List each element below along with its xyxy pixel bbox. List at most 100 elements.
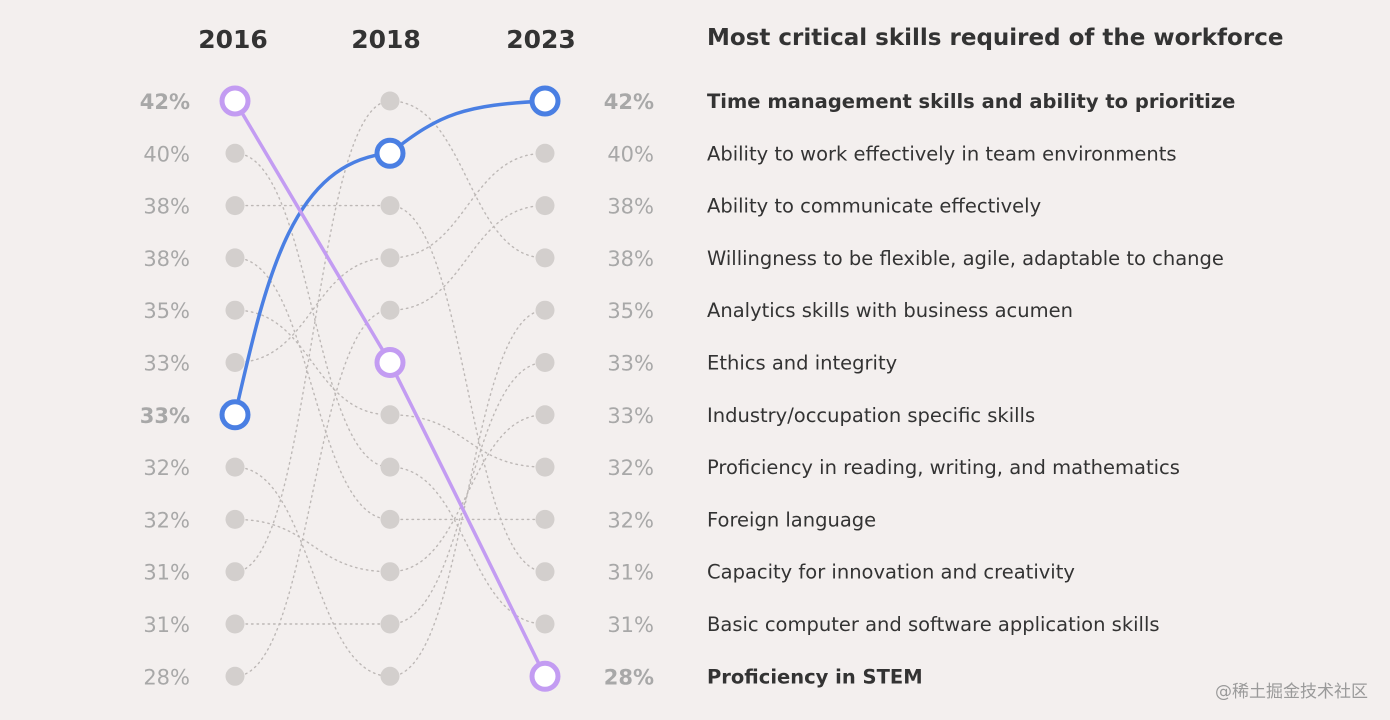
skill-label-10: Capacity for innovation and creativity xyxy=(707,561,1075,584)
skill-label-1: Time management skills and ability to pr… xyxy=(707,90,1235,113)
value-2016-rank-4: 38% xyxy=(143,247,190,271)
value-2023-rank-10: 31% xyxy=(607,561,654,585)
watermark: @稀土掘金技术社区 xyxy=(1215,682,1368,702)
value-2016-rank-11: 31% xyxy=(143,613,190,637)
dot-2018-rank-8 xyxy=(380,457,400,477)
dot-2018-rank-4 xyxy=(380,248,400,268)
dot-2016-rank-2 xyxy=(225,143,245,163)
dot-2023-rank-2 xyxy=(535,143,555,163)
value-2016-rank-12: 28% xyxy=(143,665,190,689)
dot-2016-rank-12 xyxy=(225,666,245,686)
value-2023-rank-3: 38% xyxy=(607,195,654,219)
highlight-dots xyxy=(219,85,561,692)
value-2023-rank-6: 33% xyxy=(607,352,654,376)
year-headers: 2016 2018 2023 xyxy=(198,25,576,54)
dot-2016-rank-5 xyxy=(225,300,245,320)
dot-2018-rank-3 xyxy=(380,196,400,216)
connector-skill-11-seg-2 xyxy=(389,466,546,625)
highlight-blue-dot-2016 xyxy=(219,399,251,431)
highlight-blue-dot-2018 xyxy=(374,137,406,169)
highlight-purple-seg-2 xyxy=(388,360,547,679)
dot-2018-rank-1 xyxy=(380,91,400,111)
connector-skill-3-seg-2 xyxy=(389,204,546,311)
highlight-connectors xyxy=(233,99,547,679)
skill-label-3: Ability to communicate effectively xyxy=(707,195,1041,218)
value-2023-rank-7: 33% xyxy=(607,404,654,428)
dot-2018-rank-5 xyxy=(380,300,400,320)
dot-2023-rank-7 xyxy=(535,405,555,425)
dot-2018-rank-7 xyxy=(380,405,400,425)
skill-label-5: Analytics skills with business acumen xyxy=(707,299,1073,322)
dot-2023-rank-3 xyxy=(535,196,555,216)
connector-skill-10-seg-2 xyxy=(389,204,546,573)
dot-2018-rank-11 xyxy=(380,614,400,634)
background-connectors xyxy=(234,100,546,677)
value-2023-rank-8: 32% xyxy=(607,456,654,480)
dot-2016-rank-9 xyxy=(225,509,245,529)
highlight-blue-seg-2 xyxy=(388,99,547,156)
skill-label-6: Ethics and integrity xyxy=(707,352,897,375)
skill-labels: Time management skills and ability to pr… xyxy=(707,90,1235,688)
dot-2023-rank-10 xyxy=(535,562,555,582)
dot-2016-rank-3 xyxy=(225,196,245,216)
connector-skill-3-seg-1 xyxy=(234,309,391,677)
connector-skill-7-seg-1 xyxy=(234,518,391,573)
dot-2023-rank-6 xyxy=(535,353,555,372)
skill-label-11: Basic computer and software application … xyxy=(707,613,1160,636)
connector-skill-7-seg-2 xyxy=(389,414,546,573)
dot-2016-rank-10 xyxy=(225,562,245,582)
connector-skill-11-seg-1 xyxy=(234,152,391,468)
value-2023-rank-12: 28% xyxy=(604,665,654,689)
highlight-purple-dot-2016 xyxy=(219,85,251,117)
value-2023-rank-1: 42% xyxy=(604,90,654,114)
chart-title: Most critical skills required of the wor… xyxy=(707,25,1283,51)
skill-label-2: Ability to work effectively in team envi… xyxy=(707,142,1177,165)
value-2023-rank-5: 35% xyxy=(607,299,654,323)
values-2023: 42% 40% 38% 38% 35% 33% 33% 32% 32% 31% 31% 28% xyxy=(604,90,654,689)
value-2023-rank-4: 38% xyxy=(607,247,654,271)
value-2016-rank-5: 35% xyxy=(143,299,190,323)
year-label-2016: 2016 xyxy=(198,25,268,54)
dot-2023-rank-9 xyxy=(535,509,555,529)
connector-skill-4-seg-2 xyxy=(389,100,546,259)
highlight-purple-dot-2018 xyxy=(374,347,406,378)
connector-skill-5-seg-1 xyxy=(234,466,391,677)
skill-label-7: Industry/occupation specific skills xyxy=(707,404,1035,427)
value-2016-rank-10: 31% xyxy=(143,561,190,585)
skill-label-9: Foreign language xyxy=(707,508,876,531)
value-2016-rank-6: 33% xyxy=(143,352,190,376)
dot-2023-rank-8 xyxy=(535,457,555,477)
skill-label-8: Proficiency in reading, writing, and mat… xyxy=(707,456,1180,479)
connector-skill-4-seg-1 xyxy=(234,100,391,573)
connector-skill-2-seg-2 xyxy=(389,152,546,259)
value-2023-rank-9: 32% xyxy=(607,508,654,532)
highlight-purple-dot-2023 xyxy=(529,660,561,692)
values-2016: 42% 40% 38% 38% 35% 33% 33% 32% 32% 31% 31% 28% xyxy=(140,90,190,689)
dot-2016-rank-11 xyxy=(225,614,245,634)
value-2016-rank-9: 32% xyxy=(143,508,190,532)
highlight-purple-seg-1 xyxy=(233,99,392,365)
value-2016-rank-2: 40% xyxy=(143,142,190,166)
connector-skill-9-seg-1 xyxy=(234,257,391,521)
highlight-blue-seg-1 xyxy=(233,151,392,417)
dot-2018-rank-10 xyxy=(380,562,400,582)
value-2016-rank-8: 32% xyxy=(143,456,190,480)
skill-label-12: Proficiency in STEM xyxy=(707,665,923,688)
year-label-2023: 2023 xyxy=(506,25,576,54)
dot-2018-rank-9 xyxy=(380,509,400,529)
value-2023-rank-11: 31% xyxy=(607,613,654,637)
dot-2023-rank-5 xyxy=(535,300,555,320)
dot-2016-rank-6 xyxy=(225,353,245,372)
value-2023-rank-2: 40% xyxy=(607,142,654,166)
connector-skill-8-seg-2 xyxy=(389,414,546,468)
year-label-2018: 2018 xyxy=(351,25,421,54)
skill-label-4: Willingness to be flexible, agile, adapt… xyxy=(707,247,1224,270)
value-2016-rank-7: 33% xyxy=(140,404,190,428)
connector-skill-5-seg-2 xyxy=(389,309,546,677)
dot-2016-rank-8 xyxy=(225,457,245,477)
dot-2023-rank-11 xyxy=(535,614,555,634)
value-2016-rank-3: 38% xyxy=(143,195,190,219)
dot-2016-rank-4 xyxy=(225,248,245,268)
value-2016-rank-1: 42% xyxy=(140,90,190,114)
